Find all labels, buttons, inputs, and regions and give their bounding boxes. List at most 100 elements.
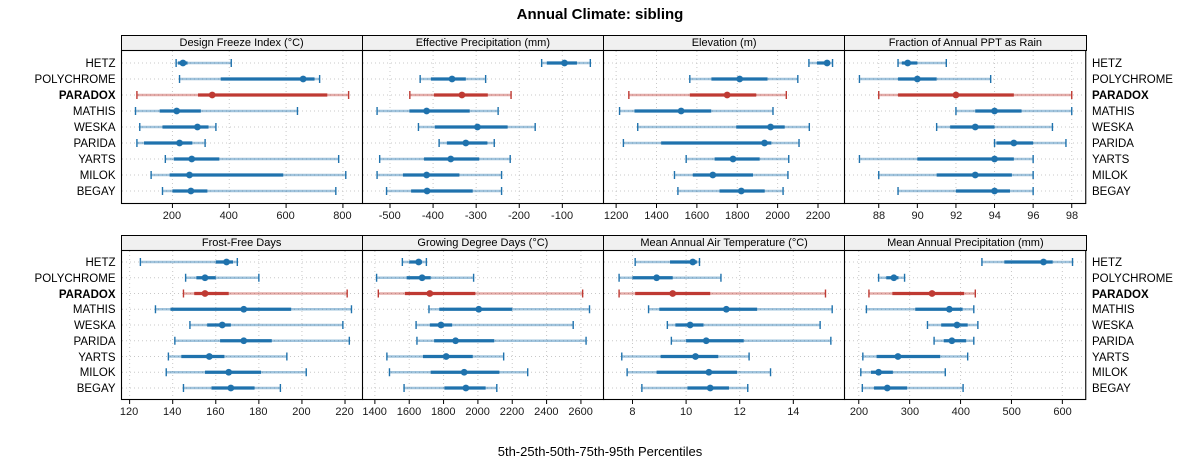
percentile-row-parida <box>135 139 206 147</box>
median-dot <box>447 155 454 163</box>
percentile-row-weska <box>188 321 344 329</box>
percentile-row-polychrome <box>375 273 475 282</box>
axis-tick-label: 300 <box>900 406 920 418</box>
panel-plot <box>361 49 605 208</box>
median-dot <box>179 59 186 67</box>
panel-strip: Frost-Free Days <box>120 235 363 251</box>
median-dot <box>953 321 961 329</box>
median-dot <box>692 353 699 360</box>
site-label-yarts: YARTS <box>78 351 116 364</box>
site-label-mathis: MATHIS <box>1092 304 1135 317</box>
percentile-row-paradox <box>618 289 827 298</box>
median-dot <box>222 258 230 266</box>
percentile-row-begay <box>161 187 337 195</box>
percentile-row-polychrome <box>184 273 260 282</box>
axis-tick-label: 94 <box>988 210 1001 222</box>
percentile-row-paradox <box>182 289 348 298</box>
percentile-row-begay <box>403 384 498 392</box>
site-label-mathis: MATHIS <box>72 304 116 317</box>
axis-tick-label: 200 <box>162 210 182 222</box>
median-dot <box>972 123 979 131</box>
panel-strip: Design Freeze Index (°C) <box>120 35 363 51</box>
median-dot <box>736 75 744 83</box>
percentile-row-yarts <box>621 352 750 361</box>
site-label-mathis: MATHIS <box>1092 106 1135 118</box>
axis-tick-label: 92 <box>950 210 963 222</box>
site-label-yarts: YARTS <box>78 154 116 166</box>
percentile-row-mathis <box>618 107 774 115</box>
percentile-row-parida <box>438 139 495 147</box>
median-dot <box>437 321 445 329</box>
site-label-weska: WESKA <box>73 122 116 134</box>
median-dot <box>423 187 431 195</box>
median-dot <box>451 337 459 345</box>
axis-tick-label: 160 <box>206 406 225 418</box>
axis-tick-label: 400 <box>219 210 238 222</box>
axis-tick-label: 1600 <box>684 210 710 222</box>
median-dot <box>677 107 685 115</box>
site-label-milok: MILOK <box>1092 170 1128 182</box>
percentile-row-hetz <box>981 258 1074 266</box>
site-label-weska: WESKA <box>1092 320 1134 332</box>
axis-tick-label: 500 <box>1002 406 1021 418</box>
percentile-row-paradox <box>377 289 584 298</box>
median-dot <box>890 274 898 282</box>
median-dot <box>462 139 469 147</box>
axis-tick-label: 98 <box>1065 210 1079 222</box>
axis-tick-label: 400 <box>951 406 970 418</box>
median-dot <box>422 171 430 179</box>
axis-tick-label: 1600 <box>396 406 422 418</box>
percentile-row-weska <box>666 321 821 329</box>
median-dot <box>460 368 468 376</box>
median-dot <box>991 155 999 163</box>
panel-plot <box>844 49 1087 208</box>
median-dot <box>442 353 450 360</box>
percentile-row-parida <box>994 139 1067 147</box>
median-dot <box>1010 139 1018 147</box>
axis-tick-label: 180 <box>249 406 268 418</box>
panel-title: Growing Degree Days (°C) <box>417 236 549 249</box>
median-dot <box>208 91 216 99</box>
percentile-row-mathis <box>647 305 833 314</box>
percentile-row-weska <box>927 321 979 329</box>
median-dot <box>473 123 481 131</box>
median-dot <box>894 353 902 360</box>
percentile-row-weska <box>138 123 217 131</box>
axis-tick-label: 200 <box>292 406 311 418</box>
panel-plot <box>361 249 605 404</box>
median-dot <box>175 139 183 147</box>
percentile-row-milok <box>860 368 947 377</box>
median-dot <box>952 91 960 99</box>
axis-tick-label: 12 <box>733 406 746 418</box>
median-dot <box>875 368 883 376</box>
site-label-polychrome: POLYCHROME <box>1092 74 1173 86</box>
axis-tick-label: -100 <box>551 210 574 222</box>
percentile-row-milok <box>673 171 789 179</box>
percentile-row-milok <box>388 368 529 377</box>
axis-tick-label: 600 <box>1053 406 1072 418</box>
axis-tick-label: 1200 <box>603 210 629 222</box>
median-dot <box>172 107 180 115</box>
panel-plot <box>602 49 846 208</box>
site-label-milok: MILOK <box>1092 367 1128 380</box>
percentile-row-milok <box>376 171 503 179</box>
percentile-row-hetz <box>139 258 238 266</box>
median-dot <box>239 337 247 345</box>
site-label-weska: WESKA <box>73 320 116 332</box>
percentile-row-paradox <box>868 289 977 298</box>
site-label-hetz: HETZ <box>1092 58 1123 70</box>
axis-tick-label: 1800 <box>431 406 456 418</box>
percentile-row-yarts <box>858 155 1035 163</box>
median-dot <box>226 384 234 392</box>
percentile-row-begay <box>861 384 965 392</box>
percentile-row-begay <box>677 187 784 195</box>
percentile-row-mathis <box>955 107 1073 115</box>
percentile-row-polychrome <box>858 75 992 83</box>
site-label-hetz: HETZ <box>85 58 116 70</box>
median-dot <box>705 368 713 376</box>
percentiles-caption: 5th-25th-50th-75th-95th Percentiles <box>497 444 703 459</box>
panel-strip: Effective Precipitation (mm) <box>361 35 604 51</box>
panel-title: Fraction of Annual PPT as Rain <box>888 36 1043 49</box>
panel-title: Effective Precipitation (mm) <box>415 36 551 49</box>
percentile-row-begay <box>641 384 749 392</box>
